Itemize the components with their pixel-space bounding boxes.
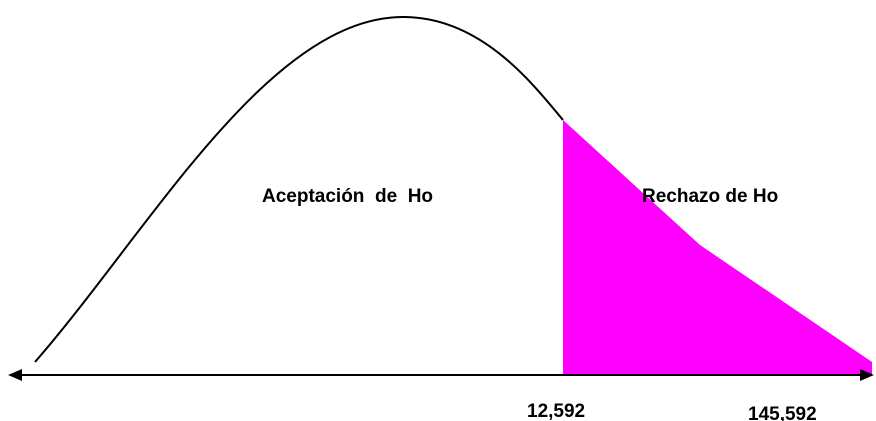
- critical-value-label: 12,592: [527, 401, 585, 421]
- distribution-curve: [34, 15, 564, 363]
- rejection-region: [563, 120, 872, 375]
- acceptance-label: Aceptación de Ho: [262, 186, 433, 207]
- rejection-label: Rechazo de Ho: [642, 186, 778, 207]
- arrow-right: [860, 369, 874, 381]
- statistic-label: 145,592: [748, 404, 817, 421]
- arrow-left: [8, 369, 22, 381]
